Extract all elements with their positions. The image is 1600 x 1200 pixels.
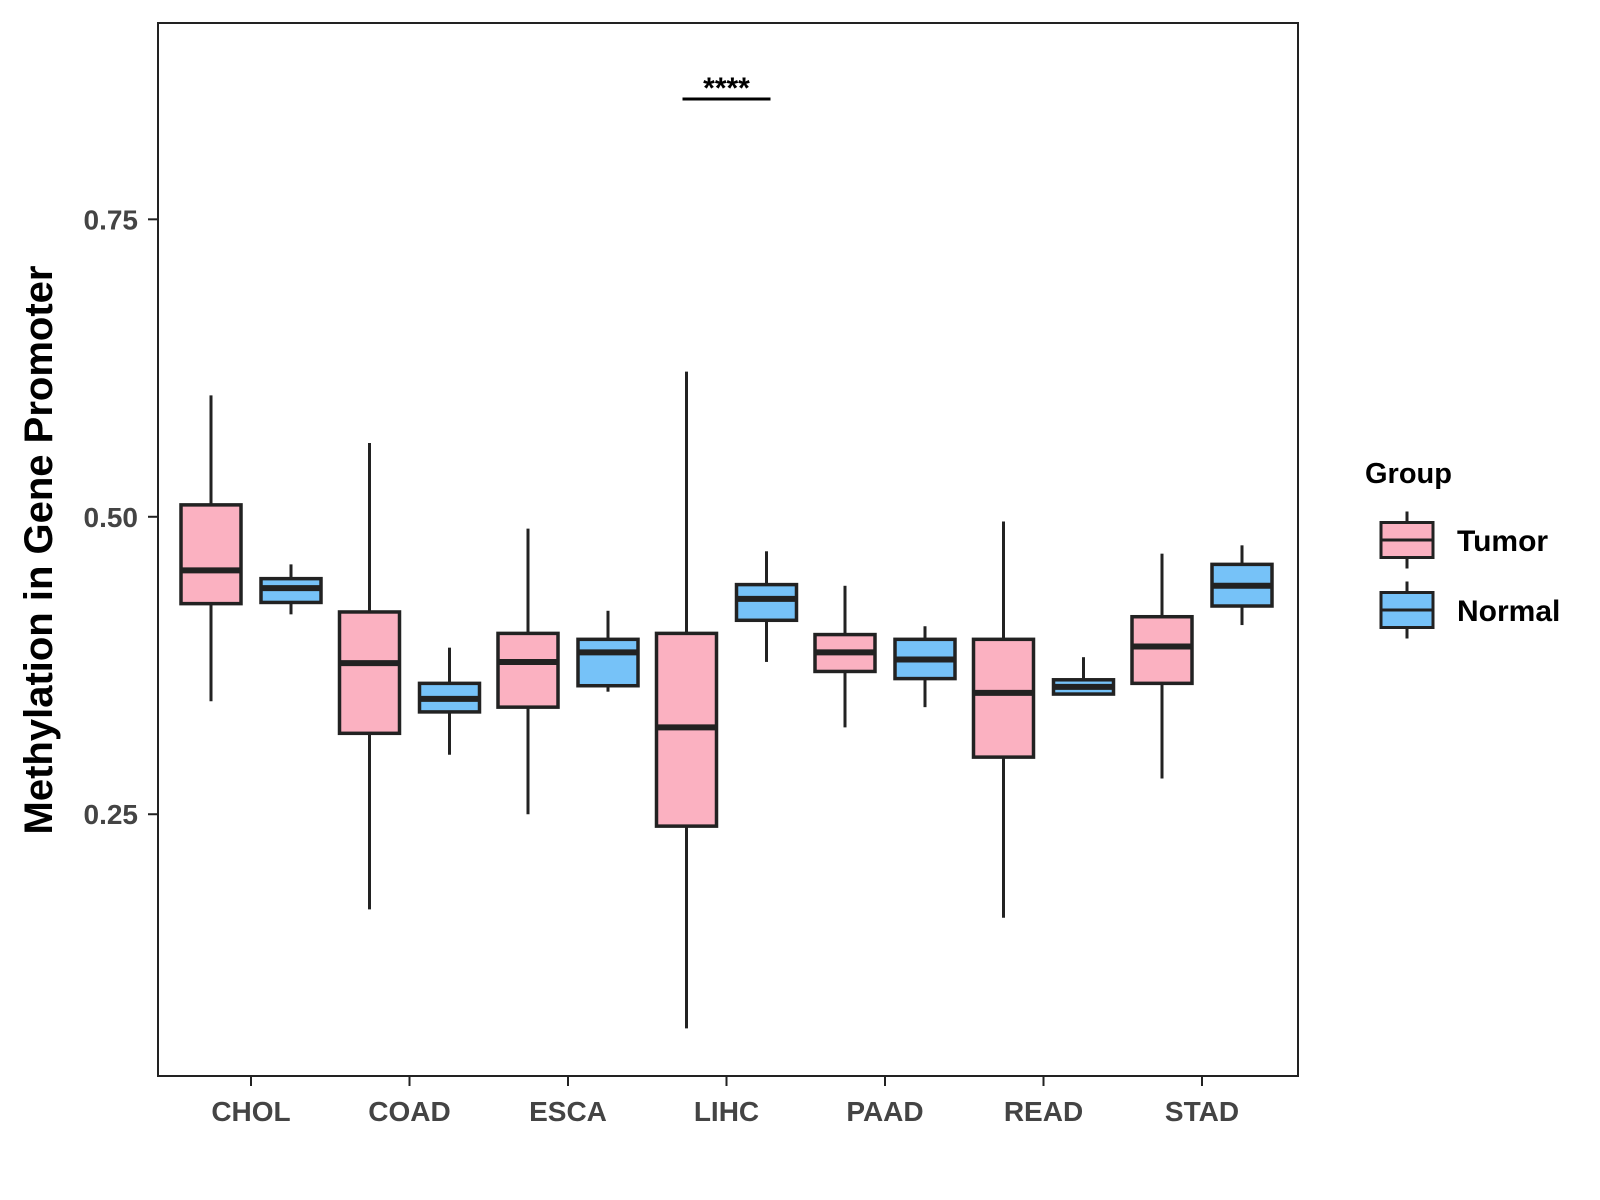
legend-entry-tumor: Tumor — [1379, 511, 1548, 569]
x-tick-label: STAD — [1165, 1096, 1239, 1127]
box-tumor-coad — [337, 443, 402, 910]
y-axis: 0.25 0.50 0.75 — [84, 204, 158, 830]
box-body — [576, 637, 640, 688]
legend-title: Group — [1365, 458, 1452, 490]
box-normal-coad — [417, 647, 482, 755]
legend: Group Tumor Normal — [1365, 458, 1560, 639]
box-body — [496, 631, 560, 709]
box-tumor-lihc — [654, 371, 719, 1029]
box-normal-lihc — [734, 551, 799, 662]
box-body — [1130, 614, 1194, 686]
box-tumor-chol — [179, 395, 243, 702]
x-tick-label: PAAD — [846, 1096, 923, 1127]
x-tick-label: CHOL — [211, 1096, 290, 1127]
box-tumor-paad — [813, 585, 877, 728]
box-body — [734, 582, 799, 623]
box-normal-read — [1051, 657, 1116, 696]
y-axis-title: Methylation in Gene Promoter — [17, 266, 61, 835]
box-tumor-esca — [496, 528, 560, 815]
box-tumor-stad — [1130, 553, 1194, 779]
box-body — [337, 610, 402, 736]
legend-entry-label: Normal — [1457, 595, 1560, 628]
box-body — [971, 637, 1036, 759]
x-tick-label: LIHC — [694, 1096, 759, 1127]
legend-entry-label: Tumor — [1457, 525, 1548, 558]
box-tumor-read — [971, 521, 1036, 918]
y-tick-label: 0.50 — [84, 502, 139, 533]
y-tick-label: 0.75 — [84, 204, 139, 235]
box-normal-chol — [259, 564, 323, 615]
box-body — [179, 503, 243, 606]
x-tick-label: COAD — [368, 1096, 450, 1127]
legend-entry-normal: Normal — [1379, 581, 1560, 639]
box-normal-stad — [1210, 545, 1274, 626]
x-axis: CHOL COAD ESCA LIHC PAAD READ STAD — [211, 1076, 1239, 1127]
x-tick-label: ESCA — [529, 1096, 607, 1127]
x-tick-label: READ — [1004, 1096, 1083, 1127]
box-normal-paad — [893, 626, 957, 708]
box-normal-esca — [576, 610, 640, 692]
significance-annotation: **** — [682, 72, 771, 105]
plot-panel-border — [157, 22, 1299, 1077]
plot-area: **** — [179, 72, 1274, 1029]
y-tick-label: 0.25 — [84, 799, 139, 830]
